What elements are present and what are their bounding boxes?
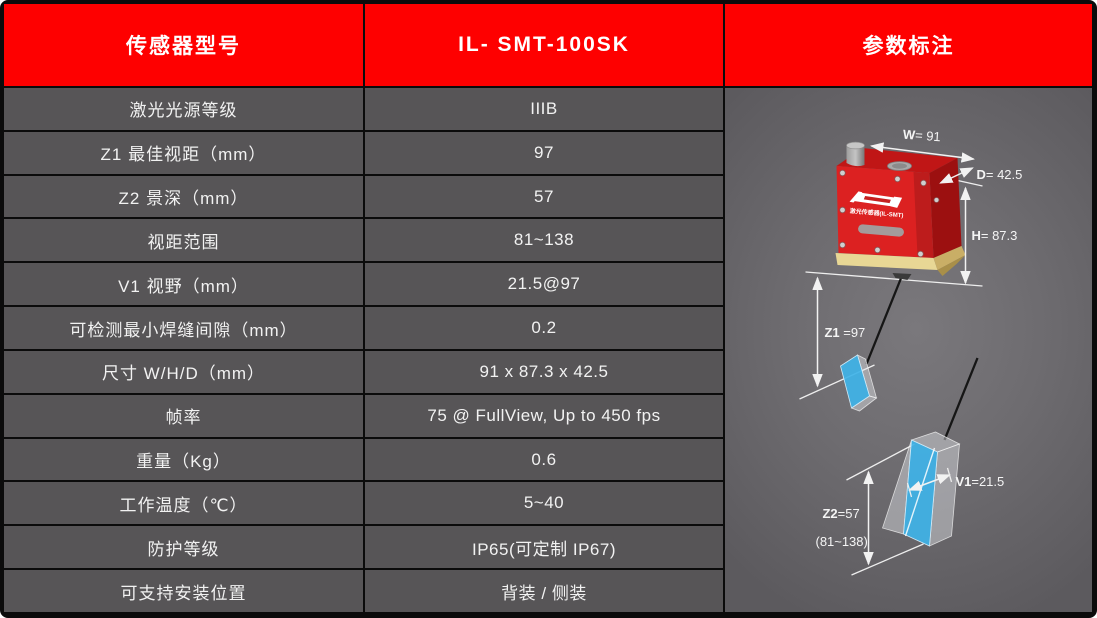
spec-table: 传感器型号 IL- SMT-100SK 参数标注 激光光源等级 IIIB Z1 … [4,4,1092,612]
screws [839,169,940,258]
spec-value-v1-fov: 21.5@97 [365,263,723,306]
spec-label-z1-distance: Z1 最佳视距（mm） [4,131,363,174]
spec-label-v1-fov: V1 视野（mm） [4,263,363,306]
spec-label-mounting: 可支持安装位置 [4,570,363,612]
dim-z2-label: Z2=57 [823,506,860,521]
header-diagram-column-title: 参数标注 [725,4,1092,86]
connector-cylinder [846,144,865,167]
spec-value-view-range: 81~138 [365,219,723,262]
top-port [887,161,912,171]
dim-d-label: D= 42.5 [976,167,1022,182]
spec-value-z1-distance: 97 [365,131,723,174]
spec-label-temperature: 工作温度（℃） [4,482,363,525]
spec-value-weight: 0.6 [365,438,723,481]
spec-label-laser-class: 激光光源等级 [4,88,363,130]
sensor-illustration: 激光传感器(IL-SMT) [799,127,1022,576]
spec-label-weight: 重量（Kg） [4,438,363,481]
spec-label-ip-rating: 防护等级 [4,526,363,569]
dim-w-label: W= 91 [902,127,941,145]
spec-value-laser-class: IIIB [365,88,723,130]
sensor-body: 激光传感器(IL-SMT) [835,141,966,280]
sensor-diagram-panel: 激光传感器(IL-SMT) [725,88,1092,612]
laser-beam-1 [865,276,903,365]
dim-v1-label: V1=21.5 [955,474,1004,489]
spec-label-min-gap: 可检测最小焊缝间隙（mm） [4,307,363,349]
spec-value-mounting: 背装 / 侧装 [365,570,723,612]
spec-label-view-range: 视距范围 [4,219,363,262]
spec-value-z2-depth: 57 [365,175,723,218]
spec-label-frame-rate: 帧率 [4,394,363,437]
spec-value-min-gap: 0.2 [365,307,723,349]
dimension-annotations: W= 91 D= 42.5 H= 87.3 Z1 =97 Z2=57 (81~1… [812,127,1022,566]
header-model-column-title: 传感器型号 [4,4,363,86]
front-slot [858,224,904,237]
small-prism [840,354,878,412]
dim-z1-label: Z1 =97 [825,325,866,340]
dim-z2-range-label: (81~138) [816,534,868,549]
spec-value-ip-rating: IP65(可定制 IP67) [365,526,723,569]
spec-value-temperature: 5~40 [365,482,723,525]
laser-beam-2 [943,357,979,441]
spec-value-dimensions: 91 x 87.3 x 42.5 [365,350,723,393]
big-prism [881,431,961,547]
spec-value-frame-rate: 75 @ FullView, Up to 450 fps [365,394,723,437]
dim-h-label: H= 87.3 [971,228,1017,243]
header-model-name: IL- SMT-100SK [365,4,723,86]
spec-label-dimensions: 尺寸 W/H/D（mm） [4,350,363,393]
spec-label-z2-depth: Z2 景深（mm） [4,175,363,218]
